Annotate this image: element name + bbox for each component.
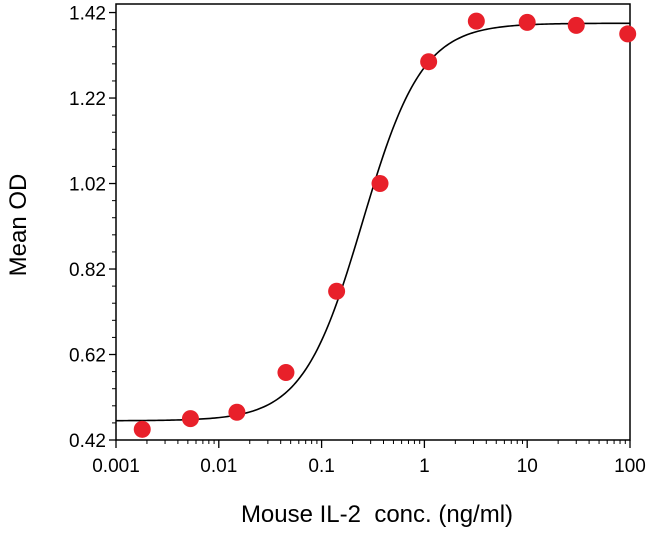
x-tick-label: 0.01: [200, 456, 237, 477]
data-point: [371, 175, 389, 193]
minor-ticks: [112, 29, 626, 444]
x-tick-labels: 0.001 0.01 0.1 1 10 100: [92, 456, 646, 477]
y-tick-label: 0.62: [69, 346, 106, 367]
data-point: [228, 403, 246, 421]
data-point: [133, 420, 151, 438]
x-axis-title: Mouse IL-2 conc. (ng/ml): [241, 501, 513, 528]
plot-frame: [115, 3, 631, 441]
x-tick-label: 100: [614, 456, 646, 477]
data-point: [467, 12, 485, 30]
fit-curve: [116, 22, 631, 422]
data-point: [181, 410, 199, 428]
x-tick-label: 0.1: [308, 456, 334, 477]
x-tick-label: 10: [517, 456, 538, 477]
data-point: [328, 282, 346, 300]
data-point: [567, 16, 585, 34]
y-tick-label: 1.02: [69, 175, 106, 196]
x-tick-label: 1: [419, 456, 430, 477]
data-point: [277, 363, 295, 381]
data-points: [133, 12, 637, 438]
data-point: [619, 25, 637, 43]
y-tick-label: 0.42: [69, 431, 106, 452]
x-tick-label: 0.001: [92, 456, 140, 477]
major-ticks: [109, 11, 631, 448]
y-axis-title: Mean OD: [5, 174, 32, 277]
y-tick-labels: 0.42 0.62 0.82 1.02 1.22 1.42: [69, 4, 106, 452]
y-tick-label: 0.82: [69, 260, 106, 281]
data-point: [420, 53, 438, 71]
y-tick-label: 1.42: [69, 4, 106, 25]
y-tick-label: 1.22: [69, 89, 106, 110]
data-point: [518, 13, 536, 31]
